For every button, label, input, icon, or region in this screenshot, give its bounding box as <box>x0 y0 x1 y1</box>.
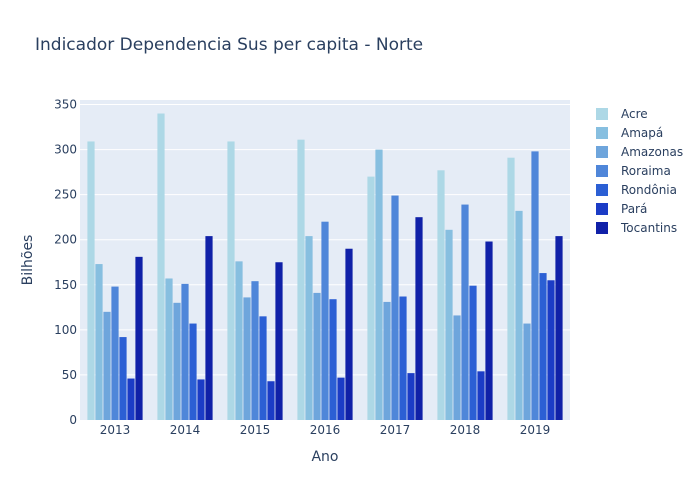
legend-item[interactable]: Tocantins <box>596 221 677 235</box>
legend-item[interactable]: Amazonas <box>596 145 683 159</box>
bar-amap--2017 <box>375 149 383 421</box>
bar-acre-2013 <box>87 141 95 420</box>
legend-swatch <box>596 165 608 177</box>
bar-rond-nia-2014 <box>189 323 197 420</box>
legend-swatch <box>596 146 608 158</box>
legend-label: Roraima <box>621 164 671 178</box>
y-tick-label: 250 <box>54 188 77 202</box>
bar-rond-nia-2019 <box>539 273 547 420</box>
bar-par--2018 <box>477 371 485 420</box>
y-tick-label: 300 <box>54 143 77 157</box>
bar-roraima-2018 <box>461 204 469 420</box>
legend-label: Rondônia <box>621 183 677 197</box>
bar-rond-nia-2016 <box>329 299 337 420</box>
y-axis-ticks: 0 50 100 150 200 250 300 350 <box>54 98 77 427</box>
x-tick-label: 2017 <box>380 423 411 437</box>
bar-par--2017 <box>407 373 415 420</box>
bar-roraima-2014 <box>181 283 189 420</box>
legend-label: Pará <box>621 202 647 216</box>
chart-title: Indicador Dependencia Sus per capita - N… <box>35 35 423 55</box>
bar-par--2016 <box>337 377 345 420</box>
bar-rond-nia-2017 <box>399 296 407 420</box>
bar-amazonas-2015 <box>243 297 251 420</box>
bar-amap--2014 <box>165 278 173 420</box>
legend-swatch <box>596 108 608 120</box>
y-tick-label: 100 <box>54 323 77 337</box>
bar-roraima-2017 <box>391 195 399 420</box>
bar-acre-2015 <box>227 141 235 420</box>
bar-par--2019 <box>547 280 555 420</box>
x-tick-label: 2015 <box>240 423 271 437</box>
bar-acre-2018 <box>437 170 445 420</box>
bar-tocantins-2015 <box>275 262 283 420</box>
bar-acre-2019 <box>507 157 515 421</box>
bar-amazonas-2017 <box>383 301 391 420</box>
bar-amazonas-2018 <box>453 315 461 420</box>
x-tick-label: 2016 <box>310 423 341 437</box>
bar-amazonas-2016 <box>313 292 321 420</box>
bar-acre-2017 <box>367 176 375 420</box>
legend-label: Amapá <box>621 126 663 140</box>
bar-amazonas-2019 <box>523 323 531 420</box>
bar-amap--2019 <box>515 210 523 420</box>
bar-tocantins-2016 <box>345 248 353 420</box>
legend[interactable]: Acre Amapá Amazonas Roraima Rondônia Pará Toca… <box>596 107 683 235</box>
bar-acre-2014 <box>157 113 165 421</box>
bar-roraima-2016 <box>321 221 329 420</box>
legend-item[interactable]: Rondônia <box>596 183 677 197</box>
bar-amap--2018 <box>445 229 453 420</box>
bar-tocantins-2014 <box>205 236 213 420</box>
bar-amap--2013 <box>95 264 103 420</box>
bar-amazonas-2013 <box>103 311 111 420</box>
y-tick-label: 0 <box>69 413 77 427</box>
bar-amap--2016 <box>305 236 313 420</box>
bar-tocantins-2019 <box>555 236 563 420</box>
bar-par--2015 <box>267 381 275 420</box>
bar-rond-nia-2018 <box>469 285 477 420</box>
bar-acre-2016 <box>297 139 305 420</box>
legend-label: Amazonas <box>621 145 683 159</box>
bar-roraima-2019 <box>531 151 539 420</box>
bar-par--2013 <box>127 378 135 420</box>
bar-tocantins-2017 <box>415 217 423 420</box>
bar-par--2014 <box>197 379 205 420</box>
bars <box>87 113 563 421</box>
x-tick-label: 2019 <box>520 423 551 437</box>
bar-rond-nia-2013 <box>119 337 127 420</box>
legend-swatch <box>596 203 608 215</box>
y-axis-title: Bilhões <box>20 235 36 286</box>
bar-rond-nia-2015 <box>259 316 267 420</box>
legend-item[interactable]: Pará <box>596 202 647 216</box>
x-axis-title: Ano <box>311 449 338 465</box>
x-axis-ticks: 2013 2014 2015 2016 2017 2018 2019 <box>100 423 551 437</box>
y-tick-label: 350 <box>54 98 77 112</box>
legend-item[interactable]: Roraima <box>596 164 671 178</box>
x-tick-label: 2013 <box>100 423 131 437</box>
legend-swatch <box>596 127 608 139</box>
legend-swatch <box>596 222 608 234</box>
legend-item[interactable]: Acre <box>596 107 648 121</box>
legend-swatch <box>596 184 608 196</box>
x-tick-label: 2014 <box>170 423 201 437</box>
x-tick-label: 2018 <box>450 423 481 437</box>
bar-amap--2015 <box>235 261 243 420</box>
legend-label: Acre <box>621 107 648 121</box>
bar-roraima-2015 <box>251 281 259 420</box>
bar-roraima-2013 <box>111 286 119 420</box>
y-tick-label: 150 <box>54 278 77 292</box>
bar-amazonas-2014 <box>173 302 181 420</box>
y-tick-label: 50 <box>62 368 77 382</box>
bar-tocantins-2018 <box>485 241 493 420</box>
legend-label: Tocantins <box>620 221 677 235</box>
bar-tocantins-2013 <box>135 256 143 420</box>
y-tick-label: 200 <box>54 233 77 247</box>
legend-item[interactable]: Amapá <box>596 126 663 140</box>
